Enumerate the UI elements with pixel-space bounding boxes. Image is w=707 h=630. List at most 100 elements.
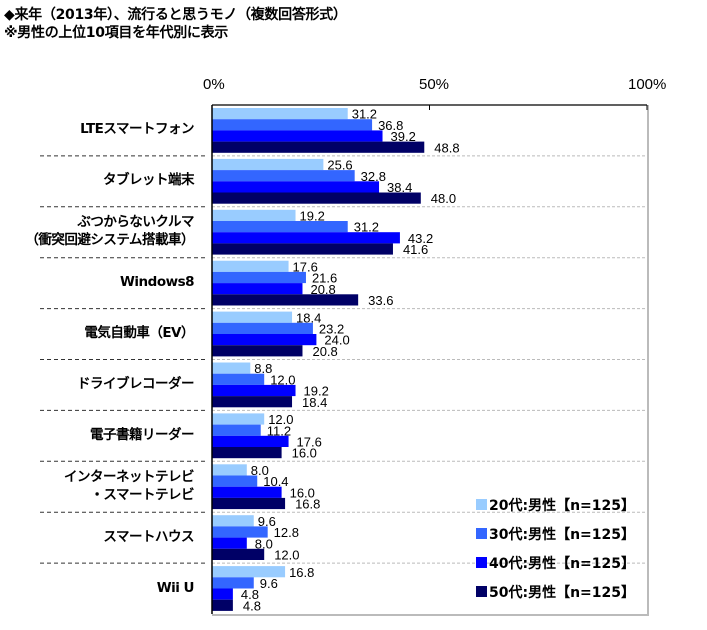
legend: 20代:男性【n=125】 30代:男性【n=125】 40代:男性【n=125…: [476, 490, 635, 606]
category-label-line: （衝突回避システム搭載車）: [25, 232, 194, 249]
legend-label: 50代:男性【n=125】: [489, 584, 636, 601]
legend-swatch: [476, 586, 487, 597]
category-label: ぶつからないクルマ （衝突回避システム搭載車）: [25, 213, 194, 249]
category-label-line: 電子書籍リーダー: [90, 426, 195, 443]
bar: [212, 192, 421, 204]
bar: [212, 221, 348, 233]
category-label-line: スマートハウス: [103, 528, 194, 545]
bar: [212, 548, 265, 560]
bar: [212, 486, 282, 498]
bar: [212, 294, 359, 306]
data-label: 8.0: [255, 536, 273, 551]
x-tick-label: 0%: [203, 76, 225, 93]
category-label: インターネットテレビ ・スマートテレビ: [64, 468, 195, 504]
bar: [212, 108, 348, 120]
bar: [212, 599, 233, 611]
bar: [212, 158, 324, 171]
category-label: スマートハウス: [103, 528, 194, 546]
data-label: 8.0: [251, 463, 269, 478]
bar: [212, 232, 400, 244]
data-label: 9.6: [258, 514, 276, 529]
category-label: 電子書籍リーダー: [90, 426, 195, 444]
data-label: 16.8: [295, 497, 320, 512]
legend-label: 40代:男性【n=125】: [489, 555, 636, 572]
legend-item: 20代:男性【n=125】: [476, 490, 635, 519]
category-label-line: タブレット端末: [103, 172, 195, 189]
bar: [212, 435, 289, 447]
data-label: 18.4: [296, 310, 321, 325]
data-label: 23.2: [319, 322, 344, 337]
legend-item: 30代:男性【n=125】: [476, 519, 635, 548]
data-label: 38.4: [387, 180, 412, 195]
data-label: 39.2: [391, 129, 416, 144]
category-label: 電気自動車（EV）: [84, 324, 194, 342]
legend-label: 20代:男性【n=125】: [489, 497, 636, 514]
data-label: 48.0: [431, 191, 456, 206]
data-label: 11.2: [267, 423, 291, 438]
data-label: 9.6: [260, 576, 278, 591]
data-label: 25.6: [327, 158, 352, 173]
data-label: 19.2: [300, 209, 325, 224]
bar: [212, 588, 233, 600]
bar: [212, 396, 293, 408]
data-label: 4.8: [241, 587, 259, 602]
category-label-line: Windows8: [120, 274, 194, 291]
bar: [212, 384, 296, 397]
bar: [212, 283, 303, 295]
category-label-line: ・スマートテレビ: [90, 486, 194, 503]
bar: [212, 311, 293, 323]
legend-item: 40代:男性【n=125】: [476, 548, 635, 577]
bar: [212, 424, 261, 436]
x-tick-label: 100%: [628, 76, 667, 93]
category-label-line: Wii U: [156, 579, 195, 596]
legend-swatch: [476, 557, 487, 568]
category-label-line: インターネットテレビ: [64, 468, 195, 485]
data-label: 16.0: [290, 485, 315, 500]
bar: [212, 130, 383, 142]
data-label: 24.0: [324, 333, 349, 348]
chart-subtitle: ※男性の上位10項目を年代別に表示: [4, 25, 228, 41]
data-label: 12.0: [270, 372, 295, 387]
bar: [212, 345, 303, 357]
legend-swatch: [476, 499, 487, 510]
x-tick-label: 50%: [419, 76, 450, 93]
data-label: 31.2: [354, 220, 379, 235]
bar: [212, 243, 393, 255]
data-label: 41.6: [403, 242, 428, 257]
data-label: 32.8: [361, 169, 386, 184]
data-label: 12.8: [274, 525, 299, 540]
category-label: タブレット端末: [103, 171, 195, 189]
bar: [212, 373, 265, 385]
bar: [212, 141, 425, 153]
bar: [212, 362, 251, 374]
bar: [212, 577, 254, 589]
data-label: 20.8: [310, 282, 335, 297]
bar: [212, 209, 296, 221]
bar: [212, 475, 258, 487]
bar: [212, 334, 317, 346]
bar: [212, 526, 268, 538]
bar: [212, 181, 380, 193]
category-label-line: ぶつからないクルマ: [77, 214, 194, 231]
bar: [212, 566, 286, 578]
bar: [212, 515, 254, 527]
bar: [212, 119, 373, 131]
category-label-line: 電気自動車（EV）: [84, 325, 194, 342]
data-label: 10.4: [263, 474, 288, 489]
data-label: 20.8: [312, 344, 337, 359]
data-label: 16.0: [292, 446, 317, 461]
bar: [212, 170, 355, 182]
data-label: 18.4: [302, 395, 327, 410]
bar: [212, 322, 313, 334]
chart-title: ◆来年（2013年）、流行ると思うモノ（複数回答形式）: [4, 7, 347, 23]
bar: [212, 260, 289, 272]
data-label: 17.6: [293, 259, 318, 274]
data-label: 33.6: [368, 293, 393, 308]
data-label: 17.6: [297, 435, 322, 450]
legend-item: 50代:男性【n=125】: [476, 577, 635, 606]
data-label: 19.2: [304, 384, 329, 399]
data-label: 8.8: [254, 361, 272, 376]
data-label: 21.6: [312, 271, 337, 286]
category-label: Windows8: [120, 273, 194, 291]
